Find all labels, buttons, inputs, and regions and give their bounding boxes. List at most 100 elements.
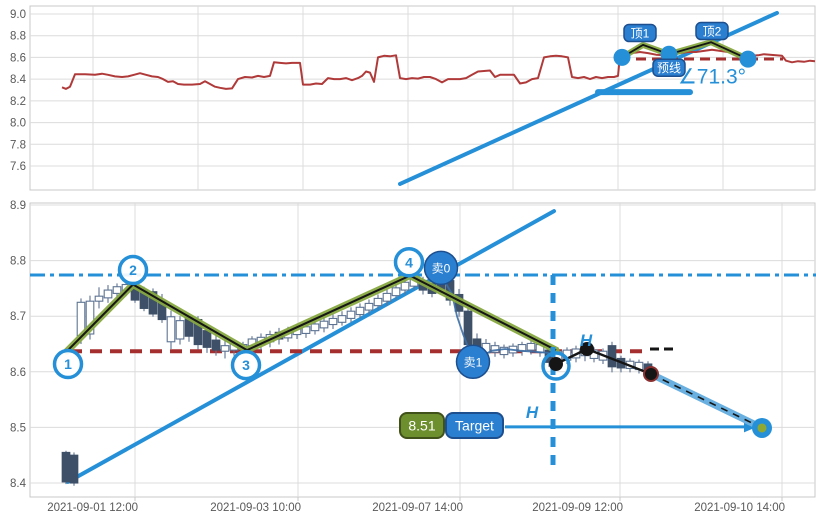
tag-bubble-label: 顶2 xyxy=(703,25,722,39)
end-marker-inner xyxy=(757,423,767,433)
swing-circle-ring[interactable] xyxy=(393,247,425,278)
candle-body-hollow xyxy=(364,302,374,311)
tag-bubble[interactable]: 顶2 xyxy=(695,21,729,41)
swing-circle-1[interactable]: 1 xyxy=(52,348,84,380)
sell-marker[interactable]: 卖1 xyxy=(455,344,491,380)
x-axis-tick-label: 2021-09-03 10:00 xyxy=(210,502,301,514)
target-price-label-box[interactable] xyxy=(399,412,445,439)
swing-circle-ring[interactable] xyxy=(230,349,262,381)
candlestick xyxy=(61,450,71,485)
candle-body-filled xyxy=(148,291,158,315)
tag-bubble-box[interactable] xyxy=(623,23,657,43)
x-axis-tick-label: 2021-09-10 14:00 xyxy=(694,502,785,514)
x-axis-tick-label: 2021-09-07 14:00 xyxy=(372,502,463,514)
candle-body-hollow xyxy=(175,320,185,340)
tag-bubble-label: 预线 xyxy=(657,61,681,75)
y-axis-tick-label: 9.0 xyxy=(10,9,26,21)
swing-circle-number: 4 xyxy=(405,254,413,270)
tag-bubble-box[interactable] xyxy=(695,21,729,41)
angle-value-label: ∠71.3° xyxy=(678,65,746,88)
candlestick xyxy=(373,294,383,311)
bottom-trend-line[interactable] xyxy=(66,209,556,484)
target-label-box[interactable] xyxy=(445,412,504,439)
sell-marker[interactable]: 卖0 xyxy=(423,250,459,286)
projection-line[interactable] xyxy=(647,370,764,431)
sell-marker-circle[interactable] xyxy=(455,344,491,380)
candlestick xyxy=(166,310,176,350)
y-axis-tick-label: 8.6 xyxy=(10,52,26,64)
candlestick xyxy=(328,314,338,329)
height-h-label: H xyxy=(580,331,593,350)
candlestick xyxy=(364,299,374,315)
candlestick xyxy=(319,316,329,333)
target-price-label[interactable]: 8.51 xyxy=(399,412,445,439)
top-panel: 9.0 8.8 8.6 8.4 8.2 8.0 7.8 7.6 xyxy=(10,5,816,191)
target-label-text: Target xyxy=(455,418,494,434)
y-axis-tick-label: 8.8 xyxy=(10,256,26,268)
zigzag-anchor-dot[interactable] xyxy=(613,48,631,66)
candle-body-hollow xyxy=(319,320,329,329)
candlestick xyxy=(382,288,392,306)
target-label[interactable]: Target xyxy=(445,412,504,439)
candlestick xyxy=(346,307,356,323)
y-axis-tick-label: 8.4 xyxy=(10,478,27,490)
top-panel-frame xyxy=(29,5,816,191)
tag-bubble-box[interactable] xyxy=(652,58,686,77)
swing-circle-3[interactable]: 3 xyxy=(230,349,262,381)
candle-body-filled xyxy=(607,345,617,368)
swing-circle-ring[interactable] xyxy=(52,348,84,380)
candlestick xyxy=(94,287,104,309)
candlestick xyxy=(499,344,509,359)
path-dot[interactable] xyxy=(643,366,659,383)
candle-body-filled xyxy=(202,330,212,348)
sell-marker-label: 卖1 xyxy=(464,355,483,369)
sell-marker-circle[interactable] xyxy=(423,250,459,286)
target-price-label-text: 8.51 xyxy=(408,418,435,434)
candlestick xyxy=(391,283,401,301)
swing-circle-4[interactable]: 4 xyxy=(393,247,425,278)
candle-body-hollow xyxy=(337,315,347,323)
candlestick xyxy=(337,311,347,326)
candle-body-hollow xyxy=(85,300,95,335)
candlestick xyxy=(103,285,113,303)
candle-body-hollow xyxy=(328,317,338,326)
zigzag-anchor-dot[interactable] xyxy=(660,45,678,63)
swing-circle-2[interactable]: 2 xyxy=(117,254,149,286)
candle-body-hollow xyxy=(355,306,365,316)
candle-body-hollow xyxy=(526,342,536,351)
path-dot[interactable] xyxy=(580,342,594,357)
candlestick xyxy=(220,338,230,359)
y-axis-tick-label: 8.8 xyxy=(10,31,26,43)
y-axis-tick-label: 7.6 xyxy=(10,161,26,173)
path-dot[interactable] xyxy=(549,357,563,372)
x-axis-tick-label: 2021-09-01 12:00 xyxy=(47,502,138,514)
candle-body-hollow xyxy=(94,295,104,302)
candlestick xyxy=(175,316,185,345)
y-axis-tick-label: 8.7 xyxy=(10,311,26,323)
swing-circle-ring[interactable] xyxy=(117,254,149,286)
candle-body-filled xyxy=(69,454,79,484)
candle-body-hollow xyxy=(166,316,176,343)
candle-body-hollow xyxy=(391,287,401,297)
candle-body-filled xyxy=(61,451,71,483)
candle-body-hollow xyxy=(112,286,122,294)
candle-body-hollow xyxy=(346,310,356,319)
sell-marker-label: 卖0 xyxy=(432,261,451,275)
y-axis-tick-label: 8.5 xyxy=(10,422,26,434)
tag-bubble[interactable]: 顶1 xyxy=(623,23,657,43)
swing-circle-number: 2 xyxy=(129,262,137,278)
y-axis-tick-label: 8.2 xyxy=(10,96,26,108)
y-axis-tick-label: 8.6 xyxy=(10,367,26,379)
y-axis-tick-label: 7.8 xyxy=(10,139,26,151)
y-axis-tick-label: 8.4 xyxy=(10,74,27,86)
zigzag-anchor-dot[interactable] xyxy=(739,50,757,68)
tag-bubble[interactable]: 预线 xyxy=(652,58,686,77)
y-axis-tick-label: 8.0 xyxy=(10,118,26,130)
candlestick xyxy=(355,303,365,319)
candle-body-filled xyxy=(211,339,221,351)
bottom-panel-frame xyxy=(29,202,816,498)
candlestick xyxy=(211,333,221,356)
target-point-ring[interactable] xyxy=(541,351,571,381)
